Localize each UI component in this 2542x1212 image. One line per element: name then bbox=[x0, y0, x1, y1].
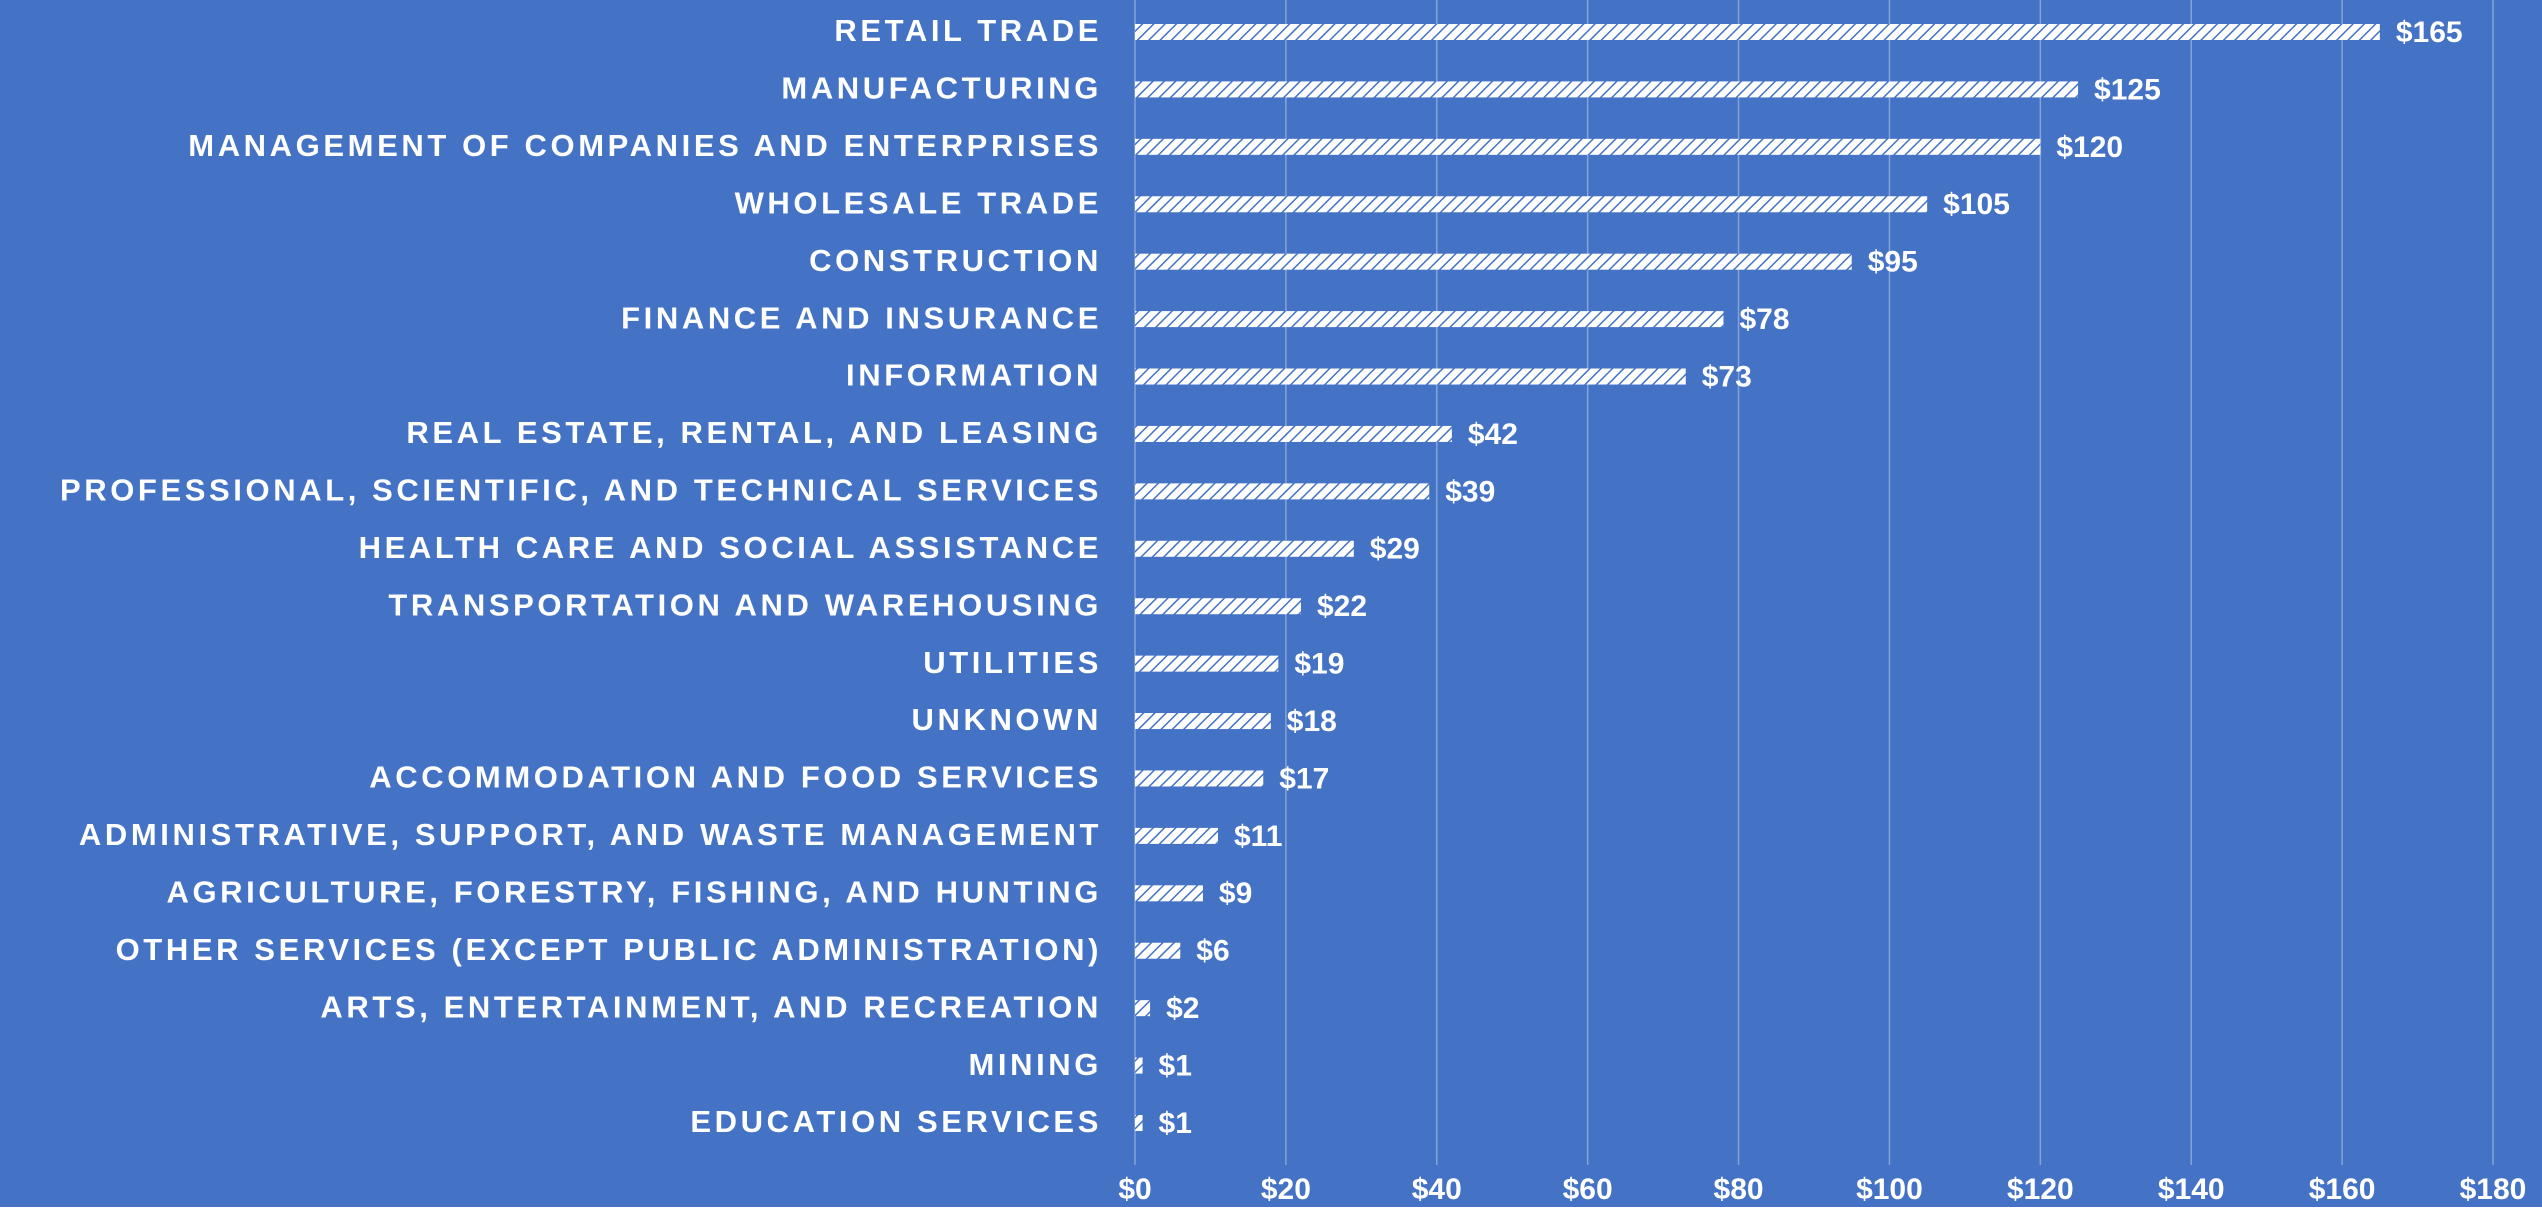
bar bbox=[1135, 942, 1181, 959]
bar bbox=[1135, 1000, 1151, 1017]
bar bbox=[1135, 1057, 1143, 1074]
x-tick-label: $80 bbox=[1714, 1173, 1764, 1206]
category-label: FINANCE AND INSURANCE bbox=[621, 300, 1102, 335]
value-label: $19 bbox=[1294, 648, 1344, 681]
category-label: RETAIL TRADE bbox=[834, 13, 1102, 48]
x-tick-label: $120 bbox=[2007, 1173, 2074, 1206]
value-label: $22 bbox=[1317, 590, 1367, 623]
value-label: $1 bbox=[1159, 1107, 1192, 1140]
bar bbox=[1135, 713, 1271, 730]
bar bbox=[1135, 368, 1686, 385]
category-label: ADMINISTRATIVE, SUPPORT, AND WASTE MANAG… bbox=[79, 817, 1102, 852]
category-label: PROFESSIONAL, SCIENTIFIC, AND TECHNICAL … bbox=[60, 473, 1102, 508]
value-label: $18 bbox=[1287, 705, 1337, 738]
value-label: $73 bbox=[1702, 360, 1752, 393]
category-label: ARTS, ENTERTAINMENT, AND RECREATION bbox=[320, 989, 1102, 1024]
bar bbox=[1135, 311, 1724, 328]
x-tick-label: $140 bbox=[2158, 1173, 2225, 1206]
category-label: INFORMATION bbox=[846, 358, 1102, 393]
bar bbox=[1135, 770, 1264, 787]
value-label: $9 bbox=[1219, 877, 1252, 910]
x-tick-label: $0 bbox=[1118, 1173, 1151, 1206]
bar bbox=[1135, 24, 2380, 40]
category-label: HEALTH CARE AND SOCIAL ASSISTANCE bbox=[359, 530, 1102, 565]
value-label: $6 bbox=[1196, 935, 1229, 968]
category-label: MINING bbox=[968, 1047, 1102, 1082]
bar bbox=[1135, 196, 1928, 213]
x-tick-label: $180 bbox=[2460, 1173, 2527, 1206]
x-tick-label: $40 bbox=[1412, 1173, 1462, 1206]
category-label: UNKNOWN bbox=[911, 702, 1102, 737]
bar bbox=[1135, 1115, 1143, 1131]
category-label: EDUCATION SERVICES bbox=[690, 1104, 1102, 1139]
value-label: $120 bbox=[2056, 131, 2123, 164]
bar bbox=[1135, 827, 1218, 844]
bar bbox=[1135, 81, 2079, 98]
category-label: UTILITIES bbox=[923, 645, 1102, 680]
category-label: ACCOMMODATION AND FOOD SERVICES bbox=[369, 760, 1102, 795]
value-label: $125 bbox=[2094, 73, 2161, 106]
category-label: MANAGEMENT OF COMPANIES AND ENTERPRISES bbox=[188, 128, 1102, 163]
bar bbox=[1135, 138, 2041, 155]
value-label: $39 bbox=[1445, 475, 1495, 508]
category-label: CONSTRUCTION bbox=[809, 243, 1102, 278]
category-label: REAL ESTATE, RENTAL, AND LEASING bbox=[406, 415, 1102, 450]
bar bbox=[1135, 425, 1452, 442]
value-label: $29 bbox=[1370, 533, 1420, 566]
bar bbox=[1135, 655, 1279, 672]
category-label: TRANSPORTATION AND WAREHOUSING bbox=[388, 587, 1102, 622]
value-label: $95 bbox=[1868, 246, 1918, 279]
bar bbox=[1135, 598, 1301, 615]
category-label: WHOLESALE TRADE bbox=[735, 185, 1102, 220]
bar bbox=[1135, 253, 1852, 270]
x-tick-label: $160 bbox=[2309, 1173, 2376, 1206]
value-label: $105 bbox=[1943, 188, 2010, 221]
x-tick-label: $100 bbox=[1856, 1173, 1923, 1206]
category-label: OTHER SERVICES (EXCEPT PUBLIC ADMINISTRA… bbox=[116, 932, 1102, 967]
bar bbox=[1135, 885, 1203, 902]
x-tick-label: $60 bbox=[1563, 1173, 1613, 1206]
category-label: MANUFACTURING bbox=[781, 71, 1102, 106]
value-label: $2 bbox=[1166, 992, 1199, 1025]
bar bbox=[1135, 540, 1354, 557]
bar bbox=[1135, 483, 1430, 500]
value-label: $42 bbox=[1468, 418, 1518, 451]
x-tick-label: $20 bbox=[1261, 1173, 1311, 1206]
value-label: $78 bbox=[1739, 303, 1789, 336]
value-label: $17 bbox=[1279, 762, 1329, 795]
value-label: $11 bbox=[1234, 820, 1282, 853]
value-label: $1 bbox=[1159, 1050, 1192, 1083]
value-label: $165 bbox=[2396, 16, 2463, 49]
category-label: AGRICULTURE, FORESTRY, FISHING, AND HUNT… bbox=[166, 875, 1102, 910]
